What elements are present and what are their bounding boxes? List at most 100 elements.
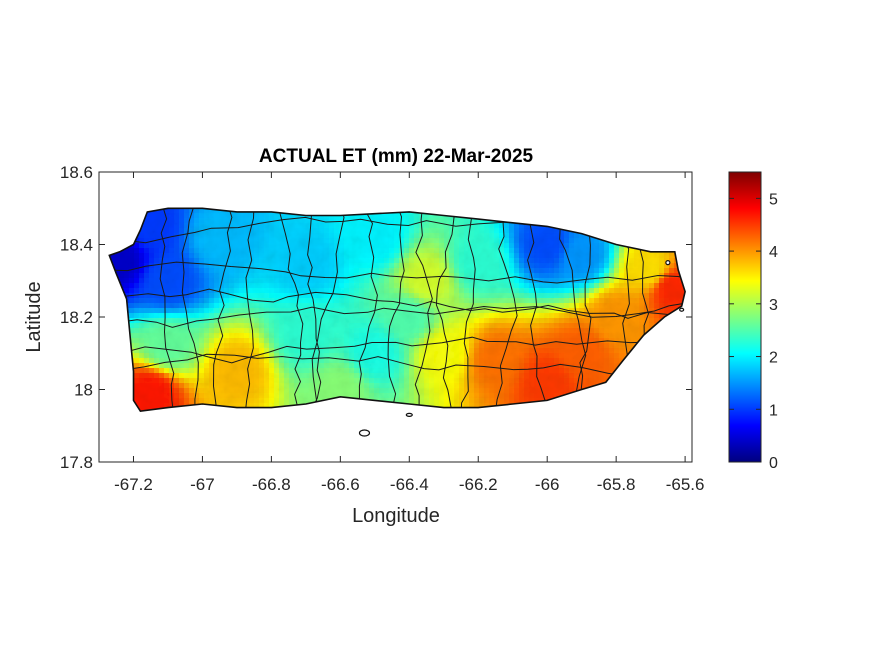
et-cell [289,313,295,319]
et-cell [334,388,340,394]
et-cell [194,328,200,334]
et-cell [459,398,465,404]
et-cell [134,388,140,394]
et-cell [529,258,535,264]
et-cell [134,393,140,399]
et-cell [374,308,380,314]
et-cell [444,263,450,269]
et-cell [354,238,360,244]
et-cell [619,318,625,324]
et-cell [619,308,625,314]
et-cell [234,318,240,324]
et-cell [234,333,240,339]
et-cell [284,353,290,359]
et-cell [374,383,380,389]
et-cell [204,378,210,384]
boundary-line [109,288,686,320]
et-cell [664,283,670,289]
et-cell [564,353,570,359]
et-cell [204,323,210,329]
et-cell [199,258,205,264]
et-cell [299,248,305,254]
et-cell [619,358,625,364]
et-cell [464,268,470,274]
et-cell [629,303,635,309]
et-cell [574,383,580,389]
et-cell [519,228,525,234]
et-cell [534,268,540,274]
et-cell [339,253,345,259]
et-cell [549,323,555,329]
et-cell [554,233,560,239]
et-cell [304,263,310,269]
et-cell [259,403,265,409]
et-cell [179,213,185,219]
et-cell [169,273,175,279]
et-cell [464,298,470,304]
et-cell [489,293,495,299]
et-cell [439,308,445,314]
et-cell [504,233,510,239]
et-cell [204,393,210,399]
et-cell [354,233,360,239]
et-cell [549,353,555,359]
et-cell [574,298,580,304]
et-cell [149,378,155,384]
et-cell [469,268,475,274]
et-cell [494,298,500,304]
et-cell [214,238,220,244]
et-cell [609,273,615,279]
et-cell [359,288,365,294]
et-cell [469,278,475,284]
et-cell [344,258,350,264]
et-cell [579,293,585,299]
et-cell [414,223,420,229]
et-cell [269,263,275,269]
et-cell [359,243,365,249]
et-cell [449,348,455,354]
et-cell [214,283,220,289]
et-cell [289,238,295,244]
et-cell [404,263,410,269]
et-cell [509,373,515,379]
et-cell [409,253,415,259]
et-cell [559,343,565,349]
et-cell [669,263,675,269]
et-cell [569,328,575,334]
et-cell [374,228,380,234]
et-cell [539,248,545,254]
et-cell [334,348,340,354]
et-cell [369,278,375,284]
et-cell [414,228,420,234]
et-cell [319,278,325,284]
et-cell [159,373,165,379]
et-cell [554,303,560,309]
et-cell [539,278,545,284]
et-cell [239,213,245,219]
et-cell [444,363,450,369]
et-cell [339,368,345,374]
et-cell [544,378,550,384]
et-cell [504,388,510,394]
et-cell [529,243,535,249]
et-cell [524,373,530,379]
et-cell [499,328,505,334]
et-cell [459,258,465,264]
et-cell [404,398,410,404]
et-cell [374,373,380,379]
et-cell [174,393,180,399]
et-cell [594,318,600,324]
et-cell [259,318,265,324]
et-cell [479,278,485,284]
et-cell [344,393,350,399]
et-cell [284,248,290,254]
et-cell [394,398,400,404]
et-cell [314,258,320,264]
et-cell [189,298,195,304]
et-cell [344,308,350,314]
et-cell [239,298,245,304]
boundary-line [414,208,433,412]
et-cell [539,303,545,309]
et-cell [224,318,230,324]
et-cell [509,243,515,249]
